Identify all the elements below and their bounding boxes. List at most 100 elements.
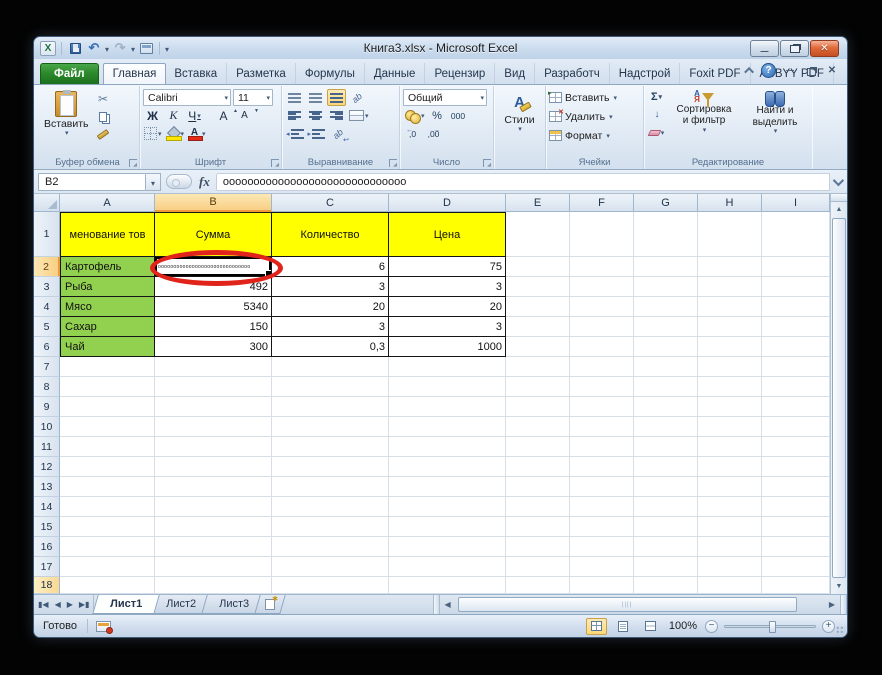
cell-C17[interactable] (272, 557, 389, 577)
cell-A2[interactable]: Картофель (60, 257, 155, 277)
cell-I5[interactable] (762, 317, 830, 337)
cell-H3[interactable] (698, 277, 762, 297)
cell-H6[interactable] (698, 337, 762, 357)
cell-G6[interactable] (634, 337, 698, 357)
cell-A3[interactable]: Рыба (60, 277, 155, 297)
name-box-dropdown[interactable] (146, 172, 161, 191)
insert-function-button[interactable]: fx (197, 173, 217, 190)
cell-D18[interactable] (389, 577, 506, 594)
first-sheet-button[interactable]: ▮◀ (38, 600, 49, 609)
cell-I15[interactable] (762, 517, 830, 537)
thousands-separator-button[interactable]: 000 (450, 110, 466, 121)
cell-I2[interactable] (762, 257, 830, 277)
styles-button[interactable]: A Стили (497, 88, 542, 137)
cell-H2[interactable] (698, 257, 762, 277)
cell-E2[interactable] (506, 257, 570, 277)
cell-H16[interactable] (698, 537, 762, 557)
normal-view-button[interactable] (585, 617, 607, 635)
cell-D13[interactable] (389, 477, 506, 497)
cell-G10[interactable] (634, 417, 698, 437)
cell-E15[interactable] (506, 517, 570, 537)
clear-button[interactable] (647, 124, 666, 141)
clipboard-dialog-launcher[interactable] (129, 159, 137, 168)
cell-B17[interactable] (155, 557, 272, 577)
cell-E7[interactable] (506, 357, 570, 377)
cell-B5[interactable]: 150 (155, 317, 272, 337)
cell-D15[interactable] (389, 517, 506, 537)
excel-logo-icon[interactable] (40, 40, 56, 56)
cell-D2[interactable]: 75 (389, 257, 506, 277)
cell-D9[interactable] (389, 397, 506, 417)
cell-C3[interactable]: 3 (272, 277, 389, 297)
cell-H5[interactable] (698, 317, 762, 337)
cell-D4[interactable]: 20 (389, 297, 506, 317)
cell-I18[interactable] (762, 577, 830, 594)
cell-H10[interactable] (698, 417, 762, 437)
cell-C11[interactable] (272, 437, 389, 457)
format-cells-button[interactable]: Формат (549, 126, 640, 145)
cell-H15[interactable] (698, 517, 762, 537)
cell-A4[interactable]: Мясо (60, 297, 155, 317)
cell-F2[interactable] (570, 257, 634, 277)
cell-H18[interactable] (698, 577, 762, 594)
cell-G9[interactable] (634, 397, 698, 417)
row-header-3[interactable]: 3 (34, 277, 60, 297)
cell-F4[interactable] (570, 297, 634, 317)
cell-C15[interactable] (272, 517, 389, 537)
cell-D8[interactable] (389, 377, 506, 397)
cell-H13[interactable] (698, 477, 762, 497)
horizontal-scrollbar[interactable] (456, 595, 824, 614)
row-header-10[interactable]: 10 (34, 417, 60, 437)
cell-H17[interactable] (698, 557, 762, 577)
cell-A16[interactable] (60, 537, 155, 557)
row-header-15[interactable]: 15 (34, 517, 60, 537)
cell-F10[interactable] (570, 417, 634, 437)
wrap-text-button[interactable]: ab (328, 125, 349, 144)
cell-E10[interactable] (506, 417, 570, 437)
cell-I7[interactable] (762, 357, 830, 377)
italic-button[interactable]: К (169, 108, 178, 122)
cell-E13[interactable] (506, 477, 570, 497)
cell-G5[interactable] (634, 317, 698, 337)
row-header-7[interactable]: 7 (34, 357, 60, 377)
row-header-18[interactable]: 18 (34, 577, 60, 594)
cell-D12[interactable] (389, 457, 506, 477)
cell-G7[interactable] (634, 357, 698, 377)
next-sheet-button[interactable]: ▶ (66, 600, 73, 609)
cell-C12[interactable] (272, 457, 389, 477)
cell-I4[interactable] (762, 297, 830, 317)
zoom-slider-thumb[interactable] (769, 620, 776, 633)
cell-E16[interactable] (506, 537, 570, 557)
cell-F6[interactable] (570, 337, 634, 357)
cell-I13[interactable] (762, 477, 830, 497)
touch-mode-button[interactable] (138, 40, 154, 56)
font-size-combo[interactable]: 11 (233, 89, 273, 106)
column-header-E[interactable]: E (506, 194, 570, 212)
alignment-dialog-launcher[interactable] (389, 159, 397, 168)
horizontal-scroll-thumb[interactable] (457, 597, 797, 612)
page-layout-view-button[interactable] (613, 618, 634, 635)
row-header-12[interactable]: 12 (34, 457, 60, 477)
row-header-14[interactable]: 14 (34, 497, 60, 517)
fill-button[interactable] (647, 106, 666, 123)
column-header-H[interactable]: H (698, 194, 762, 212)
cell-A6[interactable]: Чай (60, 337, 155, 357)
cell-H12[interactable] (698, 457, 762, 477)
tab-вид[interactable]: Вид (495, 63, 536, 84)
column-header-G[interactable]: G (634, 194, 698, 212)
cell-B12[interactable] (155, 457, 272, 477)
zoom-slider[interactable] (724, 620, 816, 633)
scroll-left-icon[interactable]: ◀ (444, 600, 451, 609)
cell-C6[interactable]: 0,3 (272, 337, 389, 357)
cell-D6[interactable]: 1000 (389, 337, 506, 357)
cell-I3[interactable] (762, 277, 830, 297)
cell-E18[interactable] (506, 577, 570, 594)
cell-I6[interactable] (762, 337, 830, 357)
cell-E11[interactable] (506, 437, 570, 457)
delete-cells-button[interactable]: Удалить (549, 107, 640, 126)
column-header-D[interactable]: D (389, 194, 506, 212)
scroll-down-icon[interactable]: ▼ (835, 583, 843, 590)
increase-decimal-button[interactable]: ,0 (403, 125, 422, 142)
cell-D10[interactable] (389, 417, 506, 437)
cell-C10[interactable] (272, 417, 389, 437)
